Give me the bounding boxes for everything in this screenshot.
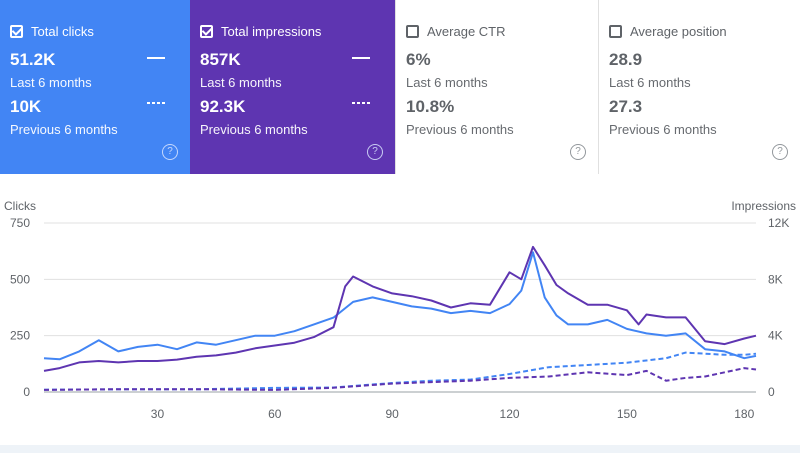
average-ctr-title: Average CTR [427,24,506,39]
chart-gridlines [44,222,756,393]
left-tick-label: 750 [10,216,30,230]
performance-chart[interactable]: Clicks Impressions 0 250 500 750 0 4K 8K 12K 3… [0,196,800,431]
average-ctr-card[interactable]: Average CTR 6% Last 6 months 10.8% Previ… [395,0,598,174]
average-ctr-checkbox[interactable] [406,25,419,38]
average-ctr-header[interactable]: Average CTR [406,24,506,39]
total-impressions-checkbox[interactable] [200,25,213,38]
right-tick-label: 4K [768,329,783,343]
series-line-1[interactable] [43,245,757,372]
right-axis-ticks: 0 4K 8K 12K [768,216,789,399]
average-position-checkbox[interactable] [609,25,622,38]
average-position-prev-value: 27.3 [609,97,643,116]
total-impressions-prev-period: Previous 6 months [200,122,308,137]
x-axis-ticks: 30 60 90 120 150 180 [151,407,755,421]
solid-line-legend-icon [352,57,370,59]
right-axis-title: Impressions [731,199,796,213]
left-axis-title: Clicks [4,199,36,213]
average-position-title: Average position [630,24,727,39]
average-ctr-prev-value: 10.8% [406,97,455,116]
bottom-scroll-band [0,445,800,453]
x-tick-label: 120 [500,407,520,421]
average-position-prev-period: Previous 6 months [609,122,717,137]
left-tick-label: 250 [10,329,30,343]
average-position-card[interactable]: Average position 28.9 Last 6 months 27.3… [598,0,800,174]
average-ctr-period: Last 6 months [406,75,488,90]
x-tick-label: 180 [734,407,754,421]
total-impressions-card[interactable]: Total impressions 857K Last 6 months 92.… [190,0,395,174]
average-position-period: Last 6 months [609,75,691,90]
total-impressions-title: Total impressions [221,24,322,39]
average-position-value: 28.9 [609,50,643,69]
total-impressions-header[interactable]: Total impressions [200,24,321,39]
average-ctr-prev-period: Previous 6 months [406,122,514,137]
total-impressions-prev-value: 92.3K [200,97,246,116]
x-tick-label: 90 [385,407,399,421]
total-clicks-prev-value: 10K [10,97,42,116]
x-tick-label: 30 [151,407,165,421]
total-clicks-period: Last 6 months [10,75,92,90]
average-position-header[interactable]: Average position [609,24,727,39]
x-tick-label: 60 [268,407,282,421]
dashed-line-legend-icon [352,102,370,104]
right-tick-label: 8K [768,272,783,286]
series-line-0[interactable] [43,251,757,361]
help-icon[interactable]: ? [570,144,586,160]
x-tick-label: 150 [617,407,637,421]
left-axis-ticks: 0 250 500 750 [10,216,30,399]
total-clicks-header[interactable]: Total clicks [10,24,94,39]
series-line-2[interactable] [43,351,757,391]
solid-line-legend-icon [147,57,165,59]
left-tick-label: 500 [10,272,30,286]
metric-cards: Total clicks 51.2K Last 6 months 10K Pre… [0,0,800,174]
total-clicks-title: Total clicks [31,24,94,39]
total-clicks-value: 51.2K [10,50,56,69]
help-icon[interactable]: ? [367,144,383,160]
total-clicks-card[interactable]: Total clicks 51.2K Last 6 months 10K Pre… [0,0,190,174]
right-tick-label: 0 [768,385,775,399]
average-ctr-value: 6% [406,50,431,69]
total-impressions-period: Last 6 months [200,75,282,90]
chart-series[interactable] [43,245,757,391]
help-icon[interactable]: ? [162,144,178,160]
total-clicks-prev-period: Previous 6 months [10,122,118,137]
series-line-3[interactable] [43,367,757,391]
dashed-line-legend-icon [147,102,165,104]
total-impressions-value: 857K [200,50,241,69]
left-tick-label: 0 [23,385,30,399]
help-icon[interactable]: ? [772,144,788,160]
performance-chart-svg[interactable]: Clicks Impressions 0 250 500 750 0 4K 8K 12K 3… [0,196,800,431]
total-clicks-checkbox[interactable] [10,25,23,38]
right-tick-label: 12K [768,216,789,230]
